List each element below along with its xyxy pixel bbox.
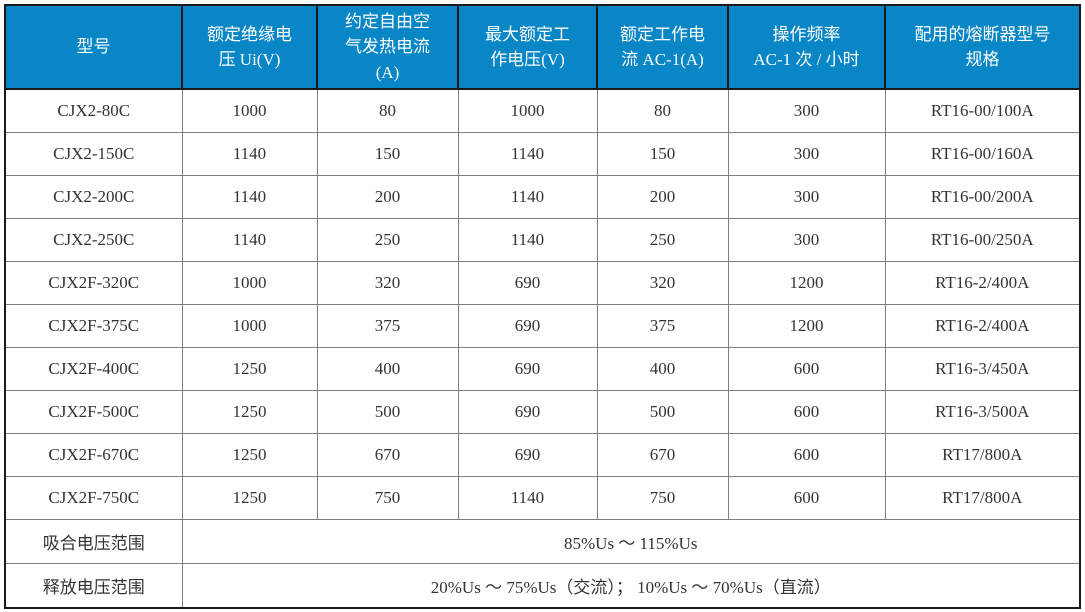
- cell-fuse-spec: RT16-00/250A: [884, 218, 1081, 262]
- cell-insulation-voltage: 1000: [181, 261, 318, 305]
- cell-max-working-voltage: 1140: [457, 476, 598, 520]
- cell-thermal-current: 500: [316, 390, 459, 434]
- cell-model: CJX2F-375C: [4, 304, 183, 348]
- cell-insulation-voltage: 1140: [181, 175, 318, 219]
- cell-model: CJX2-150C: [4, 132, 183, 176]
- column-header-operation-frequency: 操作频率 AC-1 次 / 小时: [727, 4, 886, 90]
- table-row: CJX2F-670C 1250 670 690 670 600 RT17/800…: [4, 433, 1081, 477]
- cell-operation-frequency: 600: [727, 476, 886, 520]
- cell-fuse-spec: RT16-3/450A: [884, 347, 1081, 391]
- cell-working-current: 150: [596, 132, 729, 176]
- cell-thermal-current: 250: [316, 218, 459, 262]
- cell-operation-frequency: 600: [727, 433, 886, 477]
- cell-max-working-voltage: 690: [457, 261, 598, 305]
- column-header-insulation-voltage: 额定绝缘电 压 Ui(V): [181, 4, 318, 90]
- release-voltage-range-row: 释放电压范围 20%Us ～ 75%Us（交流）； 10%Us ～ 70%Us（…: [4, 563, 1081, 609]
- cell-fuse-spec: RT16-00/100A: [884, 88, 1081, 133]
- cell-fuse-spec: RT16-2/400A: [884, 261, 1081, 305]
- table-row: CJX2F-500C 1250 500 690 500 600 RT16-3/5…: [4, 390, 1081, 434]
- cell-thermal-current: 320: [316, 261, 459, 305]
- cell-thermal-current: 80: [316, 88, 459, 133]
- column-header-model: 型号: [4, 4, 183, 90]
- table-header: 型号 额定绝缘电 压 Ui(V) 约定自由空 气发热电流 (A) 最大额定工 作…: [4, 4, 1081, 90]
- cell-max-working-voltage: 690: [457, 347, 598, 391]
- cell-max-working-voltage: 1140: [457, 175, 598, 219]
- cell-insulation-voltage: 1000: [181, 304, 318, 348]
- cell-fuse-spec: RT16-00/160A: [884, 132, 1081, 176]
- cell-insulation-voltage: 1140: [181, 132, 318, 176]
- cell-model: CJX2F-670C: [4, 433, 183, 477]
- header-row: 型号 额定绝缘电 压 Ui(V) 约定自由空 气发热电流 (A) 最大额定工 作…: [4, 4, 1081, 90]
- table-row: CJX2F-375C 1000 375 690 375 1200 RT16-2/…: [4, 304, 1081, 348]
- cell-fuse-spec: RT17/800A: [884, 433, 1081, 477]
- cell-operation-frequency: 1200: [727, 261, 886, 305]
- cell-working-current: 400: [596, 347, 729, 391]
- cell-insulation-voltage: 1250: [181, 433, 318, 477]
- cell-fuse-spec: RT17/800A: [884, 476, 1081, 520]
- cell-fuse-spec: RT16-3/500A: [884, 390, 1081, 434]
- column-header-working-current: 额定工作电 流 AC-1(A): [596, 4, 729, 90]
- cell-operation-frequency: 1200: [727, 304, 886, 348]
- cell-thermal-current: 375: [316, 304, 459, 348]
- table-row: CJX2-150C 1140 150 1140 150 300 RT16-00/…: [4, 132, 1081, 176]
- cell-thermal-current: 200: [316, 175, 459, 219]
- column-header-thermal-current: 约定自由空 气发热电流 (A): [316, 4, 459, 90]
- cell-working-current: 250: [596, 218, 729, 262]
- cell-max-working-voltage: 1140: [457, 218, 598, 262]
- release-voltage-range-label: 释放电压范围: [4, 563, 183, 609]
- pickup-voltage-range-row: 吸合电压范围 85%Us ～ 115%Us: [4, 519, 1081, 564]
- cell-operation-frequency: 300: [727, 218, 886, 262]
- column-header-max-working-voltage: 最大额定工 作电压(V): [457, 4, 598, 90]
- table-row: CJX2-250C 1140 250 1140 250 300 RT16-00/…: [4, 218, 1081, 262]
- cell-max-working-voltage: 690: [457, 433, 598, 477]
- release-voltage-range-value: 20%Us ～ 75%Us（交流）； 10%Us ～ 70%Us（直流）: [181, 563, 1081, 609]
- pickup-voltage-range-label: 吸合电压范围: [4, 519, 183, 564]
- cell-max-working-voltage: 690: [457, 390, 598, 434]
- cell-model: CJX2F-500C: [4, 390, 183, 434]
- cell-max-working-voltage: 1140: [457, 132, 598, 176]
- cell-max-working-voltage: 690: [457, 304, 598, 348]
- cell-thermal-current: 400: [316, 347, 459, 391]
- cell-thermal-current: 750: [316, 476, 459, 520]
- cell-model: CJX2F-400C: [4, 347, 183, 391]
- cell-insulation-voltage: 1250: [181, 476, 318, 520]
- cell-working-current: 320: [596, 261, 729, 305]
- cell-model: CJX2F-320C: [4, 261, 183, 305]
- cell-operation-frequency: 600: [727, 390, 886, 434]
- pickup-voltage-range-value: 85%Us ～ 115%Us: [181, 519, 1081, 564]
- cell-operation-frequency: 300: [727, 88, 886, 133]
- cell-thermal-current: 150: [316, 132, 459, 176]
- table-row: CJX2-200C 1140 200 1140 200 300 RT16-00/…: [4, 175, 1081, 219]
- cell-operation-frequency: 600: [727, 347, 886, 391]
- cell-operation-frequency: 300: [727, 175, 886, 219]
- cell-fuse-spec: RT16-00/200A: [884, 175, 1081, 219]
- cell-operation-frequency: 300: [727, 132, 886, 176]
- cell-working-current: 200: [596, 175, 729, 219]
- cell-model: CJX2-80C: [4, 88, 183, 133]
- cell-thermal-current: 670: [316, 433, 459, 477]
- cell-insulation-voltage: 1140: [181, 218, 318, 262]
- column-header-fuse-spec: 配用的熔断器型号 规格: [884, 4, 1081, 90]
- cell-max-working-voltage: 1000: [457, 88, 598, 133]
- cell-working-current: 750: [596, 476, 729, 520]
- table-body: CJX2-80C 1000 80 1000 80 300 RT16-00/100…: [4, 88, 1081, 609]
- cell-working-current: 670: [596, 433, 729, 477]
- cell-model: CJX2-200C: [4, 175, 183, 219]
- cell-working-current: 375: [596, 304, 729, 348]
- cell-insulation-voltage: 1250: [181, 390, 318, 434]
- cell-insulation-voltage: 1000: [181, 88, 318, 133]
- table-row: CJX2F-750C 1250 750 1140 750 600 RT17/80…: [4, 476, 1081, 520]
- cell-insulation-voltage: 1250: [181, 347, 318, 391]
- cell-model: CJX2-250C: [4, 218, 183, 262]
- cell-model: CJX2F-750C: [4, 476, 183, 520]
- table-row: CJX2F-400C 1250 400 690 400 600 RT16-3/4…: [4, 347, 1081, 391]
- cell-working-current: 80: [596, 88, 729, 133]
- cell-working-current: 500: [596, 390, 729, 434]
- table-row: CJX2-80C 1000 80 1000 80 300 RT16-00/100…: [4, 88, 1081, 133]
- contactor-spec-table: 型号 额定绝缘电 压 Ui(V) 约定自由空 气发热电流 (A) 最大额定工 作…: [4, 4, 1081, 609]
- table-row: CJX2F-320C 1000 320 690 320 1200 RT16-2/…: [4, 261, 1081, 305]
- cell-fuse-spec: RT16-2/400A: [884, 304, 1081, 348]
